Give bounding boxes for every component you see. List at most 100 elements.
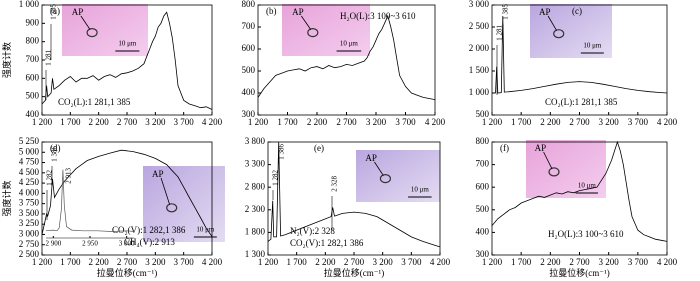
x-tick-label: 2 200 — [315, 257, 336, 267]
y-tick-label: 1 800 — [245, 226, 266, 236]
y-axis-title: 强度计数 — [1, 180, 12, 216]
inclusion-photo — [62, 4, 148, 56]
panel-label: (d) — [50, 143, 61, 153]
scale-label: 10 μm — [583, 42, 602, 50]
x-tick-label: 2 200 — [540, 257, 561, 267]
y-tick-label: 300 — [476, 249, 490, 259]
assignment: CH₄(V):2 913 — [124, 237, 175, 247]
x-tick-label: 3 200 — [366, 117, 387, 127]
x-tick-label: 3 700 — [174, 117, 195, 127]
x-tick-label: 3 200 — [599, 257, 620, 267]
ap-pointer — [374, 161, 384, 176]
inclusion — [548, 167, 560, 177]
x-tick-label: 4 200 — [425, 117, 446, 127]
y-tick-label: 400 — [242, 87, 256, 97]
x-tick-label: 3 200 — [599, 117, 620, 127]
inclusion-photo — [282, 4, 370, 56]
x-tick-label: 1 200 — [482, 257, 503, 267]
x-axis-title: 拉曼位移(cm⁻¹) — [324, 267, 384, 278]
x-tick-label: 1 700 — [60, 257, 81, 267]
spectrum — [41, 149, 213, 237]
y-tick-label: 500 — [476, 204, 490, 214]
x-tick-label: 2 200 — [540, 117, 561, 127]
peak-label: 1 281 — [496, 25, 504, 41]
y-tick-label: 400 — [26, 109, 40, 119]
x-tick-label: 1 200 — [258, 257, 279, 267]
photo-ap-label: AP — [72, 7, 84, 17]
panel-label: (e) — [314, 143, 324, 153]
inclusion — [86, 27, 98, 38]
assignment: H₂O(L):3 100~3 610 — [340, 11, 416, 21]
peak-label: 1 281 — [45, 50, 53, 66]
peak-label: 1 386 — [51, 146, 59, 162]
y-tick-label: 600 — [476, 181, 490, 191]
inset-x-tick-label: 2 950 — [82, 240, 98, 248]
peak-label: 1 385 — [50, 4, 58, 20]
inset-x-tick-label: 2 900 — [45, 240, 61, 248]
scale-label: 10 μm — [578, 182, 597, 190]
x-tick-label: 2 200 — [89, 257, 110, 267]
y-tick-label: 500 — [476, 109, 490, 119]
y-tick-label: 2 800 — [245, 181, 266, 191]
y-tick-label: 4 250 — [19, 177, 40, 187]
photo-ap-label: AP — [152, 169, 164, 179]
assignment: H₂O(L):3 100~3 610 — [548, 229, 624, 239]
spectrum — [41, 11, 213, 110]
inclusion-photo — [143, 166, 225, 242]
y-tick-label: 700 — [26, 54, 40, 64]
x-tick-label: 2 700 — [569, 257, 590, 267]
x-tick-label: 1 700 — [287, 257, 308, 267]
y-tick-label: 3 250 — [19, 218, 40, 228]
x-tick-label: 2 700 — [344, 257, 365, 267]
scale-label: 10 μm — [340, 40, 359, 48]
y-tick-label: 1 500 — [469, 65, 490, 75]
y-tick-label: 5 000 — [19, 146, 40, 156]
x-tick-label: 3 700 — [628, 257, 649, 267]
y-tick-label: 2 500 — [19, 249, 40, 259]
y-tick-label: 700 — [476, 159, 490, 169]
y-tick-label: 300 — [242, 109, 256, 119]
x-tick-label: 2 200 — [307, 117, 328, 127]
y-tick-label: 800 — [26, 36, 40, 46]
x-tick-label: 4 200 — [657, 257, 678, 267]
panel-label: (c) — [572, 6, 582, 16]
inset-x-tick-label: 3 000 — [119, 240, 135, 248]
y-tick-label: 2 000 — [469, 43, 490, 53]
x-axis-title: 拉曼位移(cm⁻¹) — [97, 267, 157, 278]
y-tick-label: 400 — [476, 226, 490, 236]
inclusion — [553, 29, 565, 39]
x-tick-label: 3 200 — [145, 117, 166, 127]
inset-spectrum — [45, 169, 135, 232]
peak-label: 1 282 — [272, 170, 280, 186]
x-tick-label: 3 700 — [401, 257, 422, 267]
y-tick-label: 600 — [26, 72, 40, 82]
x-tick-label: 1 200 — [248, 117, 269, 127]
y-tick-label: 2 750 — [19, 239, 40, 249]
y-tick-label: 1 000 — [469, 87, 490, 97]
x-tick-label: 4 200 — [657, 117, 678, 127]
assignment: CO₂(V):1 282,1 386 — [112, 225, 186, 235]
peak-label: 2 328 — [331, 176, 339, 192]
y-tick-label: 3 800 — [245, 136, 266, 146]
y-tick-label: 4 000 — [19, 187, 40, 197]
y-tick-label: 2 500 — [469, 21, 490, 31]
spectrum — [492, 15, 668, 94]
photo-ap-label: AP — [292, 7, 304, 17]
assignment: CO₂(V):1 282,1 386 — [290, 238, 364, 248]
peak-label: 1 385 — [502, 4, 510, 20]
ap-pointer — [547, 15, 558, 31]
assignment: N₂(V):2 328 — [290, 226, 335, 236]
x-tick-label: 1 200 — [32, 117, 53, 127]
assignment: CO₂(L):1 281,1 385 — [545, 97, 618, 107]
panel-label: (b) — [266, 6, 277, 16]
y-tick-label: 800 — [242, 0, 256, 9]
y-tick-label: 800 — [476, 136, 490, 146]
ap-pointer — [80, 15, 91, 30]
x-tick-label: 4 200 — [202, 117, 223, 127]
y-tick-label: 3 750 — [19, 198, 40, 208]
y-tick-label: 3 300 — [245, 159, 266, 169]
y-tick-label: 3 000 — [19, 229, 40, 239]
scale-label: 10 μm — [196, 226, 215, 234]
photo-ap-label: AP — [535, 143, 547, 153]
x-tick-label: 1 200 — [32, 257, 53, 267]
